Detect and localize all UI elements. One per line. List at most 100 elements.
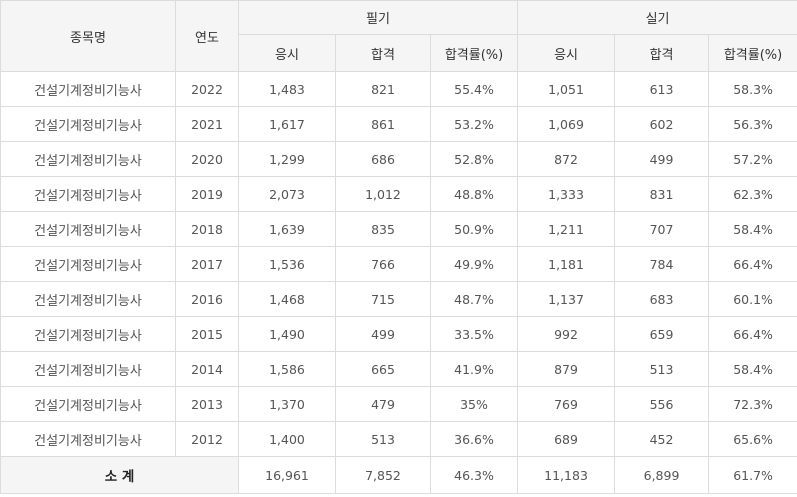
cell-practical-passed: 602 (614, 106, 710, 142)
cell-practical-pass-rate: 62.3% (708, 176, 797, 212)
table-row: 건설기계정비기능사 2015 1,490 499 33.5% 992 659 66.4% (0, 316, 797, 352)
total-written-applicants: 16,961 (238, 456, 336, 494)
cell-written-passed: 686 (335, 141, 431, 177)
cell-written-passed: 499 (335, 316, 431, 352)
cell-item-name: 건설기계정비기능사 (0, 106, 176, 142)
cell-written-passed: 479 (335, 386, 431, 422)
cell-practical-passed: 556 (614, 386, 710, 422)
cell-practical-applicants: 1,137 (517, 281, 616, 317)
total-written-pass-rate: 46.3% (429, 456, 519, 494)
cell-written-passed: 766 (335, 246, 431, 282)
cell-practical-applicants: 1,211 (517, 211, 616, 247)
cell-written-pass-rate: 36.6% (429, 421, 519, 457)
cell-practical-applicants: 1,051 (517, 71, 616, 107)
cell-practical-pass-rate: 72.3% (708, 386, 797, 422)
cell-year: 2012 (175, 421, 239, 457)
cell-item-name: 건설기계정비기능사 (0, 211, 176, 247)
cell-practical-applicants: 1,333 (517, 176, 616, 212)
cell-year: 2022 (175, 71, 239, 107)
cell-practical-applicants: 1,069 (517, 106, 616, 142)
cell-practical-applicants: 879 (517, 351, 616, 387)
total-practical-passed: 6,899 (614, 456, 710, 494)
cell-written-passed: 1,012 (335, 176, 431, 212)
cell-item-name: 건설기계정비기능사 (0, 246, 176, 282)
table-row: 건설기계정비기능사 2016 1,468 715 48.7% 1,137 683 60.1% (0, 281, 797, 317)
cell-written-pass-rate: 52.8% (429, 141, 519, 177)
cell-practical-pass-rate: 58.3% (708, 71, 797, 107)
cell-item-name: 건설기계정비기능사 (0, 351, 176, 387)
cell-practical-passed: 831 (614, 176, 710, 212)
cell-year: 2021 (175, 106, 239, 142)
table-footer: 소 계 16,961 7,852 46.3% 11,183 6,899 61.7… (0, 456, 797, 494)
cell-item-name: 건설기계정비기능사 (0, 316, 176, 352)
cell-written-pass-rate: 35% (429, 386, 519, 422)
cell-written-applicants: 1,490 (238, 316, 336, 352)
cell-written-passed: 715 (335, 281, 431, 317)
cell-written-passed: 665 (335, 351, 431, 387)
cell-practical-pass-rate: 66.4% (708, 246, 797, 282)
table-row: 건설기계정비기능사 2013 1,370 479 35% 769 556 72.3% (0, 386, 797, 422)
cell-practical-pass-rate: 66.4% (708, 316, 797, 352)
table-row: 건설기계정비기능사 2019 2,073 1,012 48.8% 1,333 831 62.3… (0, 176, 797, 212)
header-practical-pass-rate: 합격률(%) (708, 34, 797, 72)
header-practical-passed: 합격 (614, 34, 710, 72)
table-row: 건설기계정비기능사 2021 1,617 861 53.2% 1,069 602 56.3% (0, 106, 797, 142)
header-written: 필기 (237, 0, 519, 35)
header-written-pass-rate: 합격률(%) (429, 34, 519, 72)
cell-practical-passed: 613 (614, 71, 710, 107)
cell-year: 2020 (175, 141, 239, 177)
cell-written-applicants: 1,617 (238, 106, 336, 142)
cell-item-name: 건설기계정비기능사 (0, 281, 176, 317)
cell-written-applicants: 1,536 (238, 246, 336, 282)
cell-written-pass-rate: 50.9% (429, 211, 519, 247)
cell-written-applicants: 1,299 (238, 141, 336, 177)
table-row: 건설기계정비기능사 2020 1,299 686 52.8% 872 499 57.2% (0, 141, 797, 177)
cell-written-passed: 835 (335, 211, 431, 247)
cell-practical-applicants: 689 (517, 421, 616, 457)
table-row: 건설기계정비기능사 2018 1,639 835 50.9% 1,211 707 58.4% (0, 211, 797, 247)
cell-written-passed: 861 (335, 106, 431, 142)
cell-written-pass-rate: 53.2% (429, 106, 519, 142)
header-year: 연도 (175, 0, 239, 72)
cell-written-passed: 513 (335, 421, 431, 457)
header-practical: 실기 (517, 0, 797, 35)
cell-written-pass-rate: 48.7% (429, 281, 519, 317)
cell-item-name: 건설기계정비기능사 (0, 386, 176, 422)
cell-written-applicants: 2,073 (238, 176, 336, 212)
cell-year: 2014 (175, 351, 239, 387)
header-item-name: 종목명 (0, 0, 176, 72)
cell-practical-pass-rate: 57.2% (708, 141, 797, 177)
cell-written-pass-rate: 33.5% (429, 316, 519, 352)
cell-written-applicants: 1,586 (238, 351, 336, 387)
cell-item-name: 건설기계정비기능사 (0, 71, 176, 107)
cell-item-name: 건설기계정비기능사 (0, 421, 176, 457)
total-label: 소 계 (0, 456, 239, 494)
cell-practical-applicants: 769 (517, 386, 616, 422)
cell-practical-passed: 707 (614, 211, 710, 247)
header-practical-applicants: 응시 (517, 34, 616, 72)
cell-practical-applicants: 992 (517, 316, 616, 352)
cell-written-pass-rate: 41.9% (429, 351, 519, 387)
cell-written-pass-rate: 48.8% (429, 176, 519, 212)
table-row: 건설기계정비기능사 2012 1,400 513 36.6% 689 452 65.6% (0, 421, 797, 457)
table-row: 건설기계정비기능사 2017 1,536 766 49.9% 1,181 784 66.4% (0, 246, 797, 282)
cell-year: 2016 (175, 281, 239, 317)
total-written-passed: 7,852 (335, 456, 431, 494)
cell-written-pass-rate: 55.4% (429, 71, 519, 107)
cell-written-applicants: 1,483 (238, 71, 336, 107)
total-practical-applicants: 11,183 (517, 456, 616, 494)
table-body: 건설기계정비기능사 2022 1,483 821 55.4% 1,051 613 58.3% 건… (0, 71, 797, 457)
cell-practical-applicants: 872 (517, 141, 616, 177)
cell-year: 2013 (175, 386, 239, 422)
cell-item-name: 건설기계정비기능사 (0, 176, 176, 212)
cell-practical-pass-rate: 60.1% (708, 281, 797, 317)
cell-item-name: 건설기계정비기능사 (0, 141, 176, 177)
table-header: 종목명 연도 필기 실기 응시 합격 합격률(%) 응시 합격 합격률(%) (0, 0, 797, 72)
cell-written-passed: 821 (335, 71, 431, 107)
cell-year: 2018 (175, 211, 239, 247)
cell-practical-passed: 683 (614, 281, 710, 317)
cell-practical-pass-rate: 58.4% (708, 351, 797, 387)
header-written-applicants: 응시 (238, 34, 336, 72)
cell-written-pass-rate: 49.9% (429, 246, 519, 282)
